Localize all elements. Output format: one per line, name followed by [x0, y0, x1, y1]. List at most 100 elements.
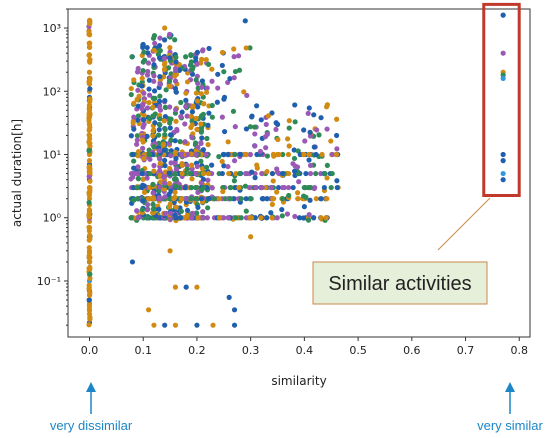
data-point: [141, 189, 148, 195]
data-point: [285, 136, 291, 142]
data-point: [173, 155, 179, 162]
data-point: [156, 126, 162, 133]
data-point: [150, 133, 156, 139]
data-point: [252, 131, 258, 137]
data-point: [86, 237, 92, 243]
data-point: [140, 198, 146, 204]
data-point: [269, 201, 275, 207]
data-point: [157, 156, 163, 162]
data-point: [258, 215, 264, 221]
data-point: [157, 168, 163, 174]
data-point: [189, 122, 195, 128]
data-point: [324, 162, 330, 169]
data-point: [134, 69, 141, 75]
data-point: [87, 266, 93, 272]
data-point: [215, 71, 221, 77]
data-point: [151, 322, 157, 328]
data-point: [301, 204, 307, 210]
data-point: [141, 155, 147, 162]
data-point: [141, 117, 147, 123]
data-point: [225, 151, 231, 158]
data-point: [280, 151, 286, 158]
data-point: [334, 116, 340, 122]
data-point: [131, 77, 137, 83]
data-point: [87, 44, 93, 50]
data-point: [144, 207, 150, 213]
data-point: [301, 151, 307, 158]
data-point: [220, 184, 226, 191]
annotation-leader-line: [437, 197, 491, 251]
data-point: [252, 143, 258, 149]
data-point: [173, 166, 180, 172]
data-point: [201, 101, 207, 107]
data-point: [279, 206, 285, 213]
data-point: [145, 307, 152, 313]
data-point: [162, 211, 168, 217]
data-point: [156, 43, 163, 49]
data-point: [189, 109, 196, 115]
data-point: [156, 132, 162, 138]
data-point: [209, 66, 215, 72]
data-point: [219, 170, 225, 177]
data-point: [146, 92, 153, 98]
data-point: [237, 151, 244, 158]
annotation-label: Similar activities: [328, 273, 471, 295]
data-point: [264, 131, 270, 137]
data-point: [150, 128, 156, 134]
data-point: [227, 196, 234, 202]
data-point: [247, 151, 253, 158]
data-point: [231, 158, 238, 164]
data-point: [227, 184, 233, 191]
data-point: [221, 128, 228, 135]
data-point: [264, 168, 270, 175]
data-point: [268, 184, 274, 191]
data-point: [204, 215, 210, 221]
data-point: [87, 76, 93, 83]
data-point: [305, 217, 312, 223]
data-point: [220, 188, 226, 195]
data-point: [167, 45, 173, 51]
data-point: [86, 126, 93, 132]
data-point: [193, 55, 199, 61]
data-point: [168, 132, 174, 138]
data-point: [313, 151, 319, 158]
data-point: [157, 81, 163, 87]
data-point: [144, 44, 150, 51]
y-tick-label: 10⁻¹: [37, 275, 61, 288]
data-point: [134, 133, 140, 139]
data-point: [269, 170, 275, 177]
data-point: [270, 178, 276, 184]
data-point: [141, 112, 147, 119]
data-point: [86, 199, 92, 206]
data-point: [307, 170, 314, 177]
data-point: [166, 180, 173, 187]
data-point: [195, 204, 201, 211]
data-point: [184, 207, 191, 214]
data-point: [86, 158, 93, 164]
data-point: [214, 99, 220, 105]
data-point: [195, 215, 201, 221]
data-point: [131, 158, 137, 164]
data-point: [215, 85, 221, 91]
data-point: [161, 174, 167, 180]
data-point: [195, 189, 201, 196]
data-point: [162, 322, 168, 328]
data-point: [146, 77, 153, 83]
data-point: [209, 102, 215, 109]
data-point: [236, 184, 242, 191]
x-tick-label: 0.3: [242, 344, 260, 357]
data-point: [162, 60, 168, 66]
data-point: [172, 183, 179, 189]
data-point: [244, 92, 250, 99]
data-point: [193, 184, 199, 191]
data-point: [179, 170, 185, 177]
data-point: [311, 215, 317, 221]
data-point: [139, 137, 146, 143]
data-point: [235, 53, 242, 59]
data-point: [86, 110, 92, 116]
data-point: [168, 210, 174, 216]
data-point: [135, 215, 141, 221]
data-point: [86, 297, 92, 303]
data-point: [312, 184, 318, 191]
